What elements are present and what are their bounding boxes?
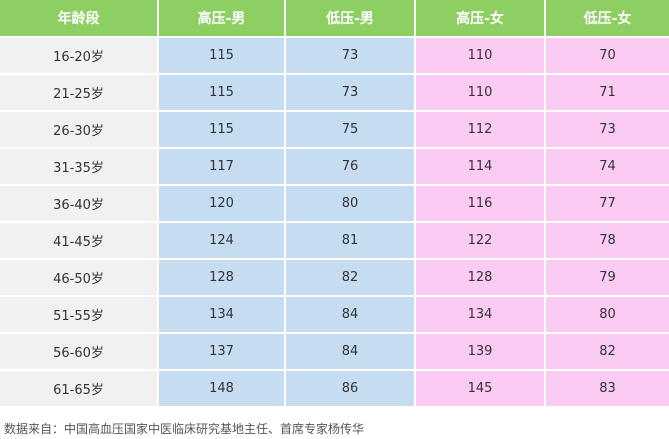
age-cell: 46-50岁 (0, 260, 157, 295)
value-cell: 84 (286, 334, 414, 369)
table: 年龄段 高压-男 低压-男 高压-女 低压-女 16-20岁 115 73 110 70 21-25… (0, 0, 669, 406)
header-cell: 低压-男 (286, 0, 414, 36)
age-cell: 56-60岁 (0, 334, 157, 369)
age-cell: 61-65岁 (0, 371, 157, 406)
value-cell: 120 (159, 186, 284, 221)
value-cell: 122 (416, 223, 544, 258)
value-cell: 80 (546, 297, 669, 332)
value-cell: 70 (546, 38, 669, 73)
value-cell: 80 (286, 186, 414, 221)
value-cell: 137 (159, 334, 284, 369)
age-cell: 21-25岁 (0, 75, 157, 110)
value-cell: 134 (159, 297, 284, 332)
value-cell: 114 (416, 149, 544, 184)
header-cell: 低压-女 (546, 0, 669, 36)
value-cell: 73 (286, 38, 414, 73)
value-cell: 83 (546, 371, 669, 406)
value-cell: 73 (546, 112, 669, 147)
value-cell: 117 (159, 149, 284, 184)
age-cell: 26-30岁 (0, 112, 157, 147)
value-cell: 77 (546, 186, 669, 221)
value-cell: 74 (546, 149, 669, 184)
value-cell: 134 (416, 297, 544, 332)
value-cell: 115 (159, 75, 284, 110)
header-cell: 年龄段 (0, 0, 157, 36)
age-cell: 31-35岁 (0, 149, 157, 184)
value-cell: 110 (416, 38, 544, 73)
value-cell: 75 (286, 112, 414, 147)
value-cell: 78 (546, 223, 669, 258)
value-cell: 82 (286, 260, 414, 295)
value-cell: 139 (416, 334, 544, 369)
age-cell: 51-55岁 (0, 297, 157, 332)
value-cell: 71 (546, 75, 669, 110)
value-cell: 115 (159, 38, 284, 73)
value-cell: 81 (286, 223, 414, 258)
value-cell: 84 (286, 297, 414, 332)
value-cell: 124 (159, 223, 284, 258)
value-cell: 128 (159, 260, 284, 295)
value-cell: 112 (416, 112, 544, 147)
age-cell: 36-40岁 (0, 186, 157, 221)
source-note: 数据来自：中国高血压国家中医临床研究基地主任、首席专家杨传华 (4, 422, 365, 436)
value-cell: 128 (416, 260, 544, 295)
age-cell: 41-45岁 (0, 223, 157, 258)
header-cell: 高压-男 (159, 0, 284, 36)
value-cell: 145 (416, 371, 544, 406)
header-cell: 高压-女 (416, 0, 544, 36)
age-cell: 16-20岁 (0, 38, 157, 73)
value-cell: 76 (286, 149, 414, 184)
value-cell: 115 (159, 112, 284, 147)
value-cell: 110 (416, 75, 544, 110)
value-cell: 73 (286, 75, 414, 110)
value-cell: 86 (286, 371, 414, 406)
value-cell: 116 (416, 186, 544, 221)
value-cell: 79 (546, 260, 669, 295)
value-cell: 148 (159, 371, 284, 406)
value-cell: 82 (546, 334, 669, 369)
